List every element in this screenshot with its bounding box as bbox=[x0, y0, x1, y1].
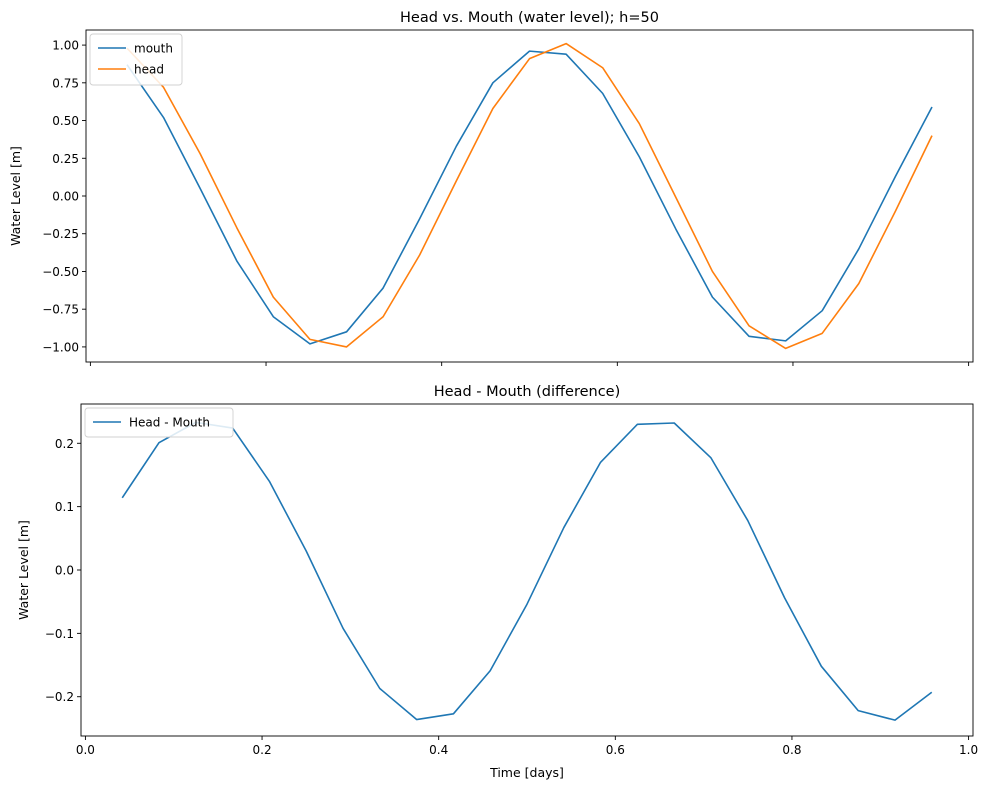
legend-box bbox=[89, 33, 183, 86]
y-tick-label: 0.50 bbox=[52, 114, 79, 128]
legend-box bbox=[84, 407, 234, 438]
y-tick-label: −0.2 bbox=[45, 690, 74, 704]
legend-label: mouth bbox=[134, 42, 173, 56]
y-axis-label: Water Level [m] bbox=[16, 520, 31, 620]
chart-panel-2: Head - Mouth (difference) −0.2 −0.1 0.0 0.1 0… bbox=[16, 384, 978, 780]
legend: Head - Mouth bbox=[84, 407, 234, 438]
series-line-head-mouth bbox=[121, 421, 933, 721]
y-tick-label: −1.00 bbox=[42, 340, 79, 354]
y-tick-label: 0.1 bbox=[55, 500, 74, 514]
x-tick-label: 0.6 bbox=[606, 743, 625, 757]
legend: mouth head bbox=[89, 33, 183, 86]
y-tick-label: 0.25 bbox=[52, 152, 79, 166]
x-tick-label: 1.0 bbox=[959, 743, 978, 757]
x-tick-label: 0.2 bbox=[253, 743, 272, 757]
y-tick-label: 0.75 bbox=[52, 76, 79, 90]
y-tick-label: 0.2 bbox=[55, 437, 74, 451]
y-tick-label: −0.25 bbox=[42, 227, 79, 241]
legend-label: head bbox=[134, 63, 164, 77]
series-line-mouth bbox=[126, 50, 933, 345]
x-tick-label: 0.4 bbox=[429, 743, 448, 757]
y-tick-label: −0.1 bbox=[45, 627, 74, 641]
y-tick-label: 0.0 bbox=[55, 564, 74, 578]
y-tick-label: 0.00 bbox=[52, 190, 79, 204]
x-tick-label: 0.8 bbox=[782, 743, 801, 757]
x-tick-label: 0.0 bbox=[76, 743, 95, 757]
chart-title: Head vs. Mouth (water level); h=50 bbox=[400, 10, 659, 26]
legend-label: Head - Mouth bbox=[129, 416, 210, 430]
y-tick-label: −0.50 bbox=[42, 265, 79, 279]
chart-panel-1: Head vs. Mouth (water level); h=50 −1.00 −… bbox=[8, 10, 974, 366]
series-group bbox=[121, 421, 933, 721]
y-axis-label: Water Level [m] bbox=[8, 146, 23, 246]
axes-frame bbox=[80, 403, 974, 737]
y-tick-label: −0.75 bbox=[42, 303, 79, 317]
y-tick-label: 1.00 bbox=[52, 39, 79, 53]
axes-frame bbox=[85, 29, 974, 363]
x-axis-label: Time [days] bbox=[489, 765, 564, 780]
series-line-head bbox=[126, 42, 933, 350]
series-group bbox=[126, 42, 933, 350]
chart-title: Head - Mouth (difference) bbox=[434, 384, 621, 400]
